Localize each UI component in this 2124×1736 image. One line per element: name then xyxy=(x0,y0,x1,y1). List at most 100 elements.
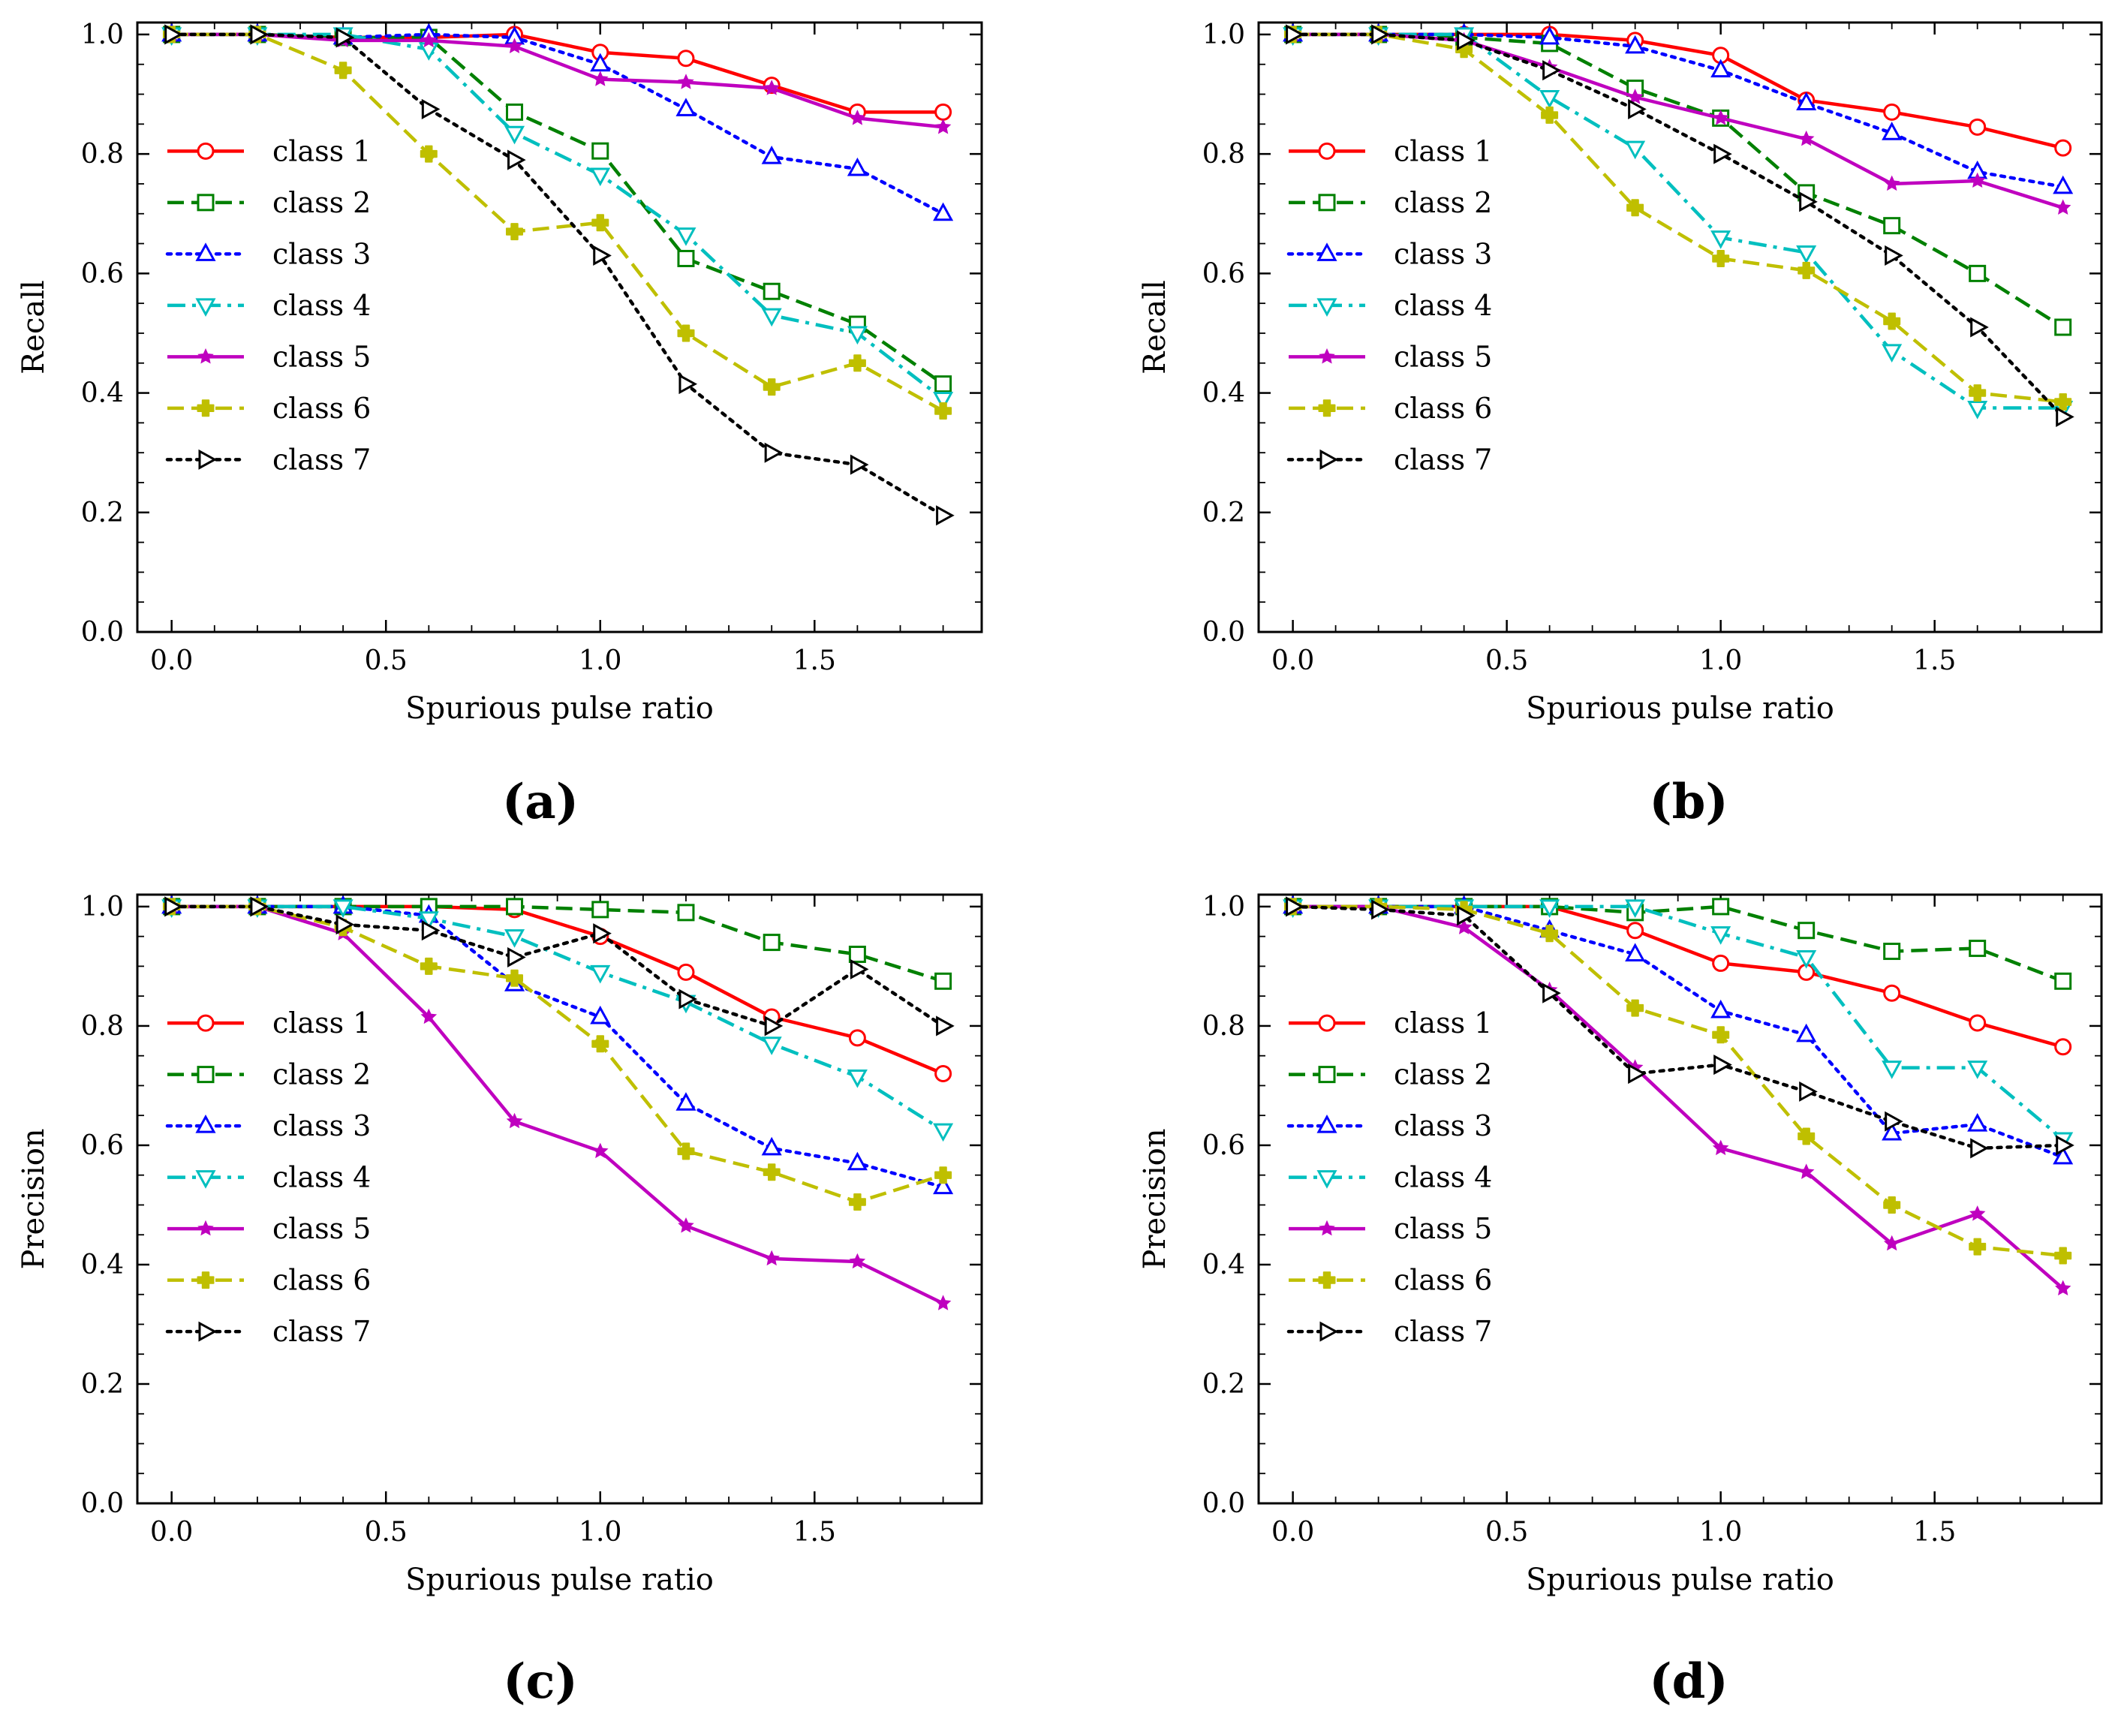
x-tick-label: 0.5 xyxy=(365,1517,408,1548)
data-point xyxy=(763,378,781,396)
data-point xyxy=(1626,89,1644,104)
data-point xyxy=(334,62,352,80)
series-line xyxy=(1292,32,2063,404)
data-point xyxy=(763,934,781,952)
data-point xyxy=(847,1070,868,1088)
y-tick-label: 0.0 xyxy=(81,1488,124,1519)
legend-entry-class-6: class 6 xyxy=(167,392,371,425)
data-point xyxy=(1796,1023,1817,1043)
series-line xyxy=(171,32,944,401)
legend-marker xyxy=(197,348,214,364)
series-line xyxy=(171,32,944,413)
legend-entry-class-3: class 3 xyxy=(165,1109,371,1142)
data-point xyxy=(934,103,952,121)
data-point xyxy=(934,1065,952,1083)
data-point xyxy=(507,149,526,170)
data-point xyxy=(1712,954,1730,972)
data-point xyxy=(933,202,954,221)
legend-entry-class-3: class 3 xyxy=(1286,1109,1492,1142)
plot-area xyxy=(1283,23,2074,427)
y-tick-label: 0.8 xyxy=(81,1011,124,1042)
legend: class 1 class 2 class 3 class 4 class 5 class… xyxy=(165,1006,371,1348)
data-point xyxy=(763,1250,780,1266)
data-point xyxy=(1542,60,1561,81)
data-point xyxy=(1371,24,1390,45)
data-point xyxy=(1883,103,1901,121)
y-tick-label: 1.0 xyxy=(1202,20,1245,50)
data-point xyxy=(335,914,355,935)
data-point xyxy=(1883,1196,1901,1214)
data-point xyxy=(1286,24,1304,45)
data-point xyxy=(677,963,695,981)
series-class-7 xyxy=(1286,24,2074,427)
data-point xyxy=(761,1136,782,1156)
legend-entry-class-1: class 1 xyxy=(167,134,371,167)
data-point xyxy=(763,1163,781,1181)
y-tick-label: 0.2 xyxy=(1202,1369,1245,1400)
series-class-1 xyxy=(163,26,952,121)
legend-label: class 1 xyxy=(1394,134,1492,167)
legend-label: class 7 xyxy=(1394,1315,1492,1348)
plot-area xyxy=(161,23,955,526)
data-point xyxy=(2056,406,2074,427)
series-line xyxy=(170,904,945,1028)
data-point xyxy=(849,1253,866,1269)
data-point xyxy=(761,1036,782,1055)
x-tick-label: 0.5 xyxy=(1485,1517,1528,1548)
data-point xyxy=(1883,175,1900,191)
data-point xyxy=(506,969,523,987)
y-tick-label: 0.4 xyxy=(81,1250,124,1280)
series-line xyxy=(1292,904,2063,1258)
legend-label: class 5 xyxy=(1394,340,1492,373)
data-point xyxy=(506,103,524,121)
legend: class 1 class 2 class 3 class 4 class 5 class… xyxy=(165,134,371,476)
data-point xyxy=(1885,245,1903,266)
data-point xyxy=(1628,1063,1647,1085)
data-point xyxy=(2054,318,2072,336)
y-tick-label: 0.2 xyxy=(81,1369,124,1400)
y-tick-label: 0.6 xyxy=(1202,1130,1245,1161)
data-point xyxy=(1882,1061,1903,1079)
data-point xyxy=(850,454,869,475)
series-line xyxy=(171,32,943,129)
data-point xyxy=(936,505,955,526)
legend-marker xyxy=(198,1321,218,1342)
data-point xyxy=(1539,899,1560,919)
series-class-7 xyxy=(164,896,955,1036)
data-point xyxy=(2054,1038,2072,1056)
y-tick-label: 0.8 xyxy=(1202,1011,1245,1042)
data-point xyxy=(335,27,355,48)
data-point xyxy=(678,374,698,395)
legend-label: class 7 xyxy=(272,1315,371,1348)
legend-entry-class-7: class 7 xyxy=(1286,443,1492,476)
x-tick-label: 0.5 xyxy=(1485,645,1528,676)
legend-marker xyxy=(1318,1066,1336,1084)
data-point xyxy=(847,1151,868,1171)
data-point xyxy=(1539,26,1560,45)
legend-marker xyxy=(1316,242,1337,261)
legend-label: class 5 xyxy=(1394,1212,1492,1245)
legend-marker xyxy=(1319,348,1335,364)
data-point xyxy=(763,282,781,300)
series-class-3 xyxy=(161,895,954,1195)
legend-label: class 4 xyxy=(1394,1161,1492,1194)
data-point xyxy=(1626,199,1644,217)
data-point xyxy=(164,24,183,45)
x-tick-label: 1.0 xyxy=(1699,1517,1742,1548)
data-point xyxy=(675,1092,696,1111)
series-line xyxy=(1292,32,2063,410)
data-point xyxy=(590,167,611,187)
x-tick-label: 0.0 xyxy=(1271,1517,1314,1548)
data-point xyxy=(1710,926,1731,945)
x-tick-label: 1.5 xyxy=(793,1517,836,1548)
legend-entry-class-4: class 4 xyxy=(167,1161,371,1194)
legend-entry-class-4: class 4 xyxy=(1289,289,1492,322)
y-tick-label: 0.4 xyxy=(1202,1250,1245,1280)
data-point xyxy=(1712,1026,1730,1044)
data-point xyxy=(420,1008,438,1024)
data-point xyxy=(1542,982,1561,1003)
data-point xyxy=(250,24,269,45)
data-point xyxy=(506,223,523,241)
y-tick-label: 0.0 xyxy=(1202,617,1245,648)
